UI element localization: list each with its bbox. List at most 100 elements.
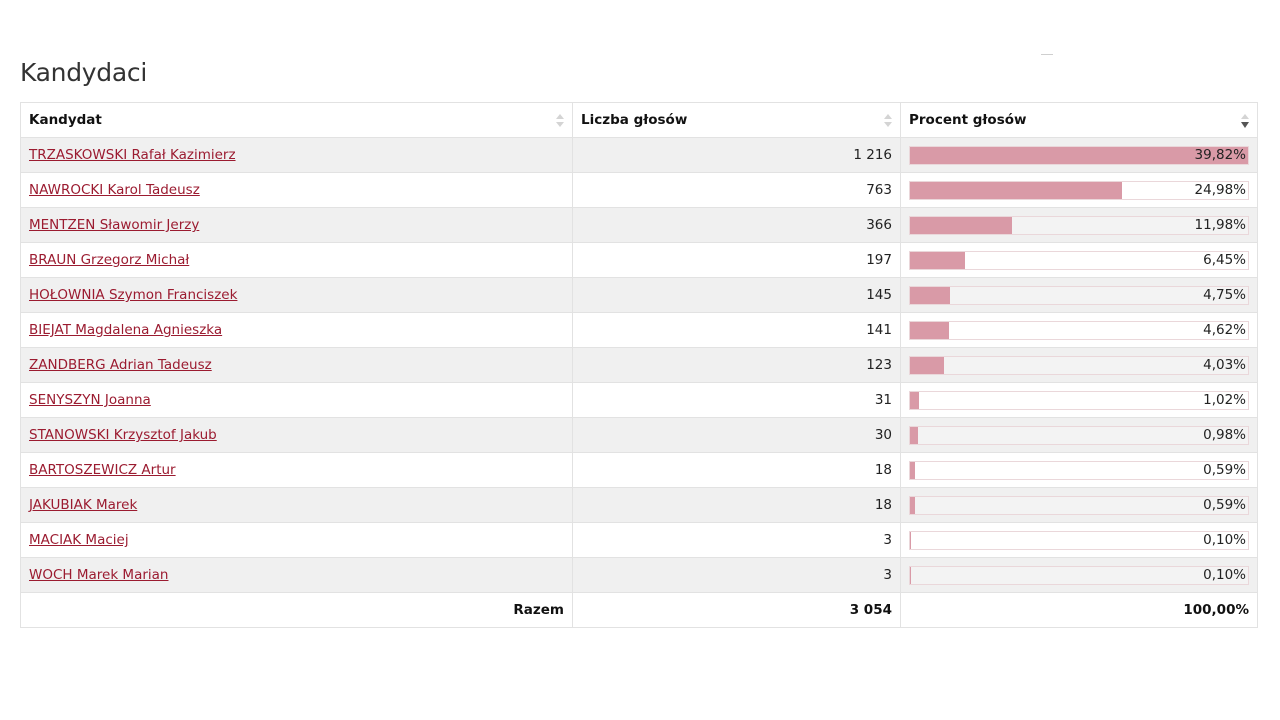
votes-cell: 123 bbox=[572, 347, 901, 383]
votes-cell: 3 bbox=[572, 557, 901, 593]
table-body: TRZASKOWSKI Rafał Kazimierz 1 216 39,82% NA… bbox=[20, 137, 1258, 593]
candidate-link[interactable]: HOŁOWNIA Szymon Franciszek bbox=[29, 287, 238, 303]
candidate-link[interactable]: STANOWSKI Krzysztof Jakub bbox=[29, 427, 217, 443]
candidate-cell: STANOWSKI Krzysztof Jakub bbox=[20, 417, 573, 453]
percent-bar-fill bbox=[910, 251, 965, 269]
percent-bar: 0,10% bbox=[909, 565, 1249, 585]
table-row: SENYSZYN Joanna 31 1,02% bbox=[20, 382, 1258, 418]
candidates-table: Kandydat Liczba głosów Procent głosów TR… bbox=[20, 102, 1258, 628]
sort-icon[interactable] bbox=[556, 114, 564, 128]
sort-icon[interactable] bbox=[884, 114, 892, 128]
percent-cell: 0,59% bbox=[900, 487, 1258, 523]
column-header-label: Procent głosów bbox=[909, 112, 1027, 128]
candidate-link[interactable]: BIEJAT Magdalena Agnieszka bbox=[29, 322, 223, 338]
column-header-percent[interactable]: Procent głosów bbox=[900, 102, 1258, 138]
page-title: Kandydaci bbox=[20, 58, 147, 87]
percent-label: 39,82% bbox=[1194, 146, 1246, 163]
percent-label: 4,03% bbox=[1203, 356, 1246, 373]
table-row: NAWROCKI Karol Tadeusz 763 24,98% bbox=[20, 172, 1258, 208]
table-row: BARTOSZEWICZ Artur 18 0,59% bbox=[20, 452, 1258, 488]
percent-label: 0,59% bbox=[1203, 461, 1246, 478]
column-header-votes[interactable]: Liczba głosów bbox=[572, 102, 901, 138]
percent-label: 0,10% bbox=[1203, 531, 1246, 548]
percent-bar: 11,98% bbox=[909, 215, 1249, 235]
percent-cell: 24,98% bbox=[900, 172, 1258, 208]
percent-label: 1,02% bbox=[1203, 391, 1246, 408]
percent-label: 0,98% bbox=[1203, 426, 1246, 443]
candidate-link[interactable]: WOCH Marek Marian bbox=[29, 567, 169, 583]
percent-bar: 6,45% bbox=[909, 250, 1249, 270]
percent-label: 24,98% bbox=[1194, 181, 1246, 198]
percent-bar-fill bbox=[910, 216, 1012, 234]
candidate-link[interactable]: TRZASKOWSKI Rafał Kazimierz bbox=[29, 147, 236, 163]
votes-cell: 31 bbox=[572, 382, 901, 418]
percent-bar: 0,98% bbox=[909, 425, 1249, 445]
table-row: BIEJAT Magdalena Agnieszka 141 4,62% bbox=[20, 312, 1258, 348]
percent-cell: 39,82% bbox=[900, 137, 1258, 173]
column-header-label: Liczba głosów bbox=[581, 112, 688, 128]
percent-bar: 4,75% bbox=[909, 285, 1249, 305]
percent-label: 0,10% bbox=[1203, 566, 1246, 583]
percent-bar-fill bbox=[910, 356, 945, 374]
percent-bar-fill bbox=[910, 146, 1248, 164]
votes-cell: 1 216 bbox=[572, 137, 901, 173]
candidate-cell: NAWROCKI Karol Tadeusz bbox=[20, 172, 573, 208]
candidate-cell: WOCH Marek Marian bbox=[20, 557, 573, 593]
candidate-cell: JAKUBIAK Marek bbox=[20, 487, 573, 523]
table-row: HOŁOWNIA Szymon Franciszek 145 4,75% bbox=[20, 277, 1258, 313]
percent-cell: 0,98% bbox=[900, 417, 1258, 453]
votes-cell: 763 bbox=[572, 172, 901, 208]
votes-cell: 30 bbox=[572, 417, 901, 453]
votes-cell: 18 bbox=[572, 452, 901, 488]
candidate-cell: TRZASKOWSKI Rafał Kazimierz bbox=[20, 137, 573, 173]
percent-bar: 4,62% bbox=[909, 320, 1249, 340]
table-row: STANOWSKI Krzysztof Jakub 30 0,98% bbox=[20, 417, 1258, 453]
votes-cell: 18 bbox=[572, 487, 901, 523]
total-percent: 100,00% bbox=[900, 592, 1258, 628]
sort-descending-icon[interactable] bbox=[1241, 114, 1249, 128]
percent-bar-fill bbox=[910, 321, 950, 339]
percent-bar-fill bbox=[910, 181, 1123, 199]
table-row: TRZASKOWSKI Rafał Kazimierz 1 216 39,82% bbox=[20, 137, 1258, 173]
candidate-link[interactable]: SENYSZYN Joanna bbox=[29, 392, 151, 408]
percent-bar-fill bbox=[910, 496, 915, 514]
percent-cell: 4,75% bbox=[900, 277, 1258, 313]
candidate-link[interactable]: MACIAK Maciej bbox=[29, 532, 129, 548]
percent-cell: 0,10% bbox=[900, 557, 1258, 593]
percent-cell: 1,02% bbox=[900, 382, 1258, 418]
candidate-link[interactable]: BARTOSZEWICZ Artur bbox=[29, 462, 176, 478]
votes-cell: 141 bbox=[572, 312, 901, 348]
candidate-cell: MACIAK Maciej bbox=[20, 522, 573, 558]
percent-label: 4,75% bbox=[1203, 286, 1246, 303]
table-row: BRAUN Grzegorz Michał 197 6,45% bbox=[20, 242, 1258, 278]
candidate-cell: BRAUN Grzegorz Michał bbox=[20, 242, 573, 278]
candidate-link[interactable]: NAWROCKI Karol Tadeusz bbox=[29, 182, 200, 198]
table-row: MACIAK Maciej 3 0,10% bbox=[20, 522, 1258, 558]
percent-label: 4,62% bbox=[1203, 321, 1246, 338]
table-header-row: Kandydat Liczba głosów Procent głosów bbox=[20, 102, 1258, 138]
candidate-link[interactable]: ZANDBERG Adrian Tadeusz bbox=[29, 357, 212, 373]
votes-cell: 145 bbox=[572, 277, 901, 313]
total-label: Razem bbox=[20, 592, 573, 628]
percent-bar: 24,98% bbox=[909, 180, 1249, 200]
candidate-link[interactable]: BRAUN Grzegorz Michał bbox=[29, 252, 190, 268]
percent-bar: 0,59% bbox=[909, 460, 1249, 480]
table-row: MENTZEN Sławomir Jerzy 366 11,98% bbox=[20, 207, 1258, 243]
candidate-link[interactable]: MENTZEN Sławomir Jerzy bbox=[29, 217, 200, 233]
candidate-cell: BIEJAT Magdalena Agnieszka bbox=[20, 312, 573, 348]
candidate-link[interactable]: JAKUBIAK Marek bbox=[29, 497, 138, 513]
percent-label: 0,59% bbox=[1203, 496, 1246, 513]
percent-bar-fill bbox=[910, 391, 919, 409]
total-row: Razem 3 054 100,00% bbox=[20, 592, 1258, 628]
percent-bar: 1,02% bbox=[909, 390, 1249, 410]
column-header-candidate[interactable]: Kandydat bbox=[20, 102, 573, 138]
table-row: JAKUBIAK Marek 18 0,59% bbox=[20, 487, 1258, 523]
percent-cell: 0,10% bbox=[900, 522, 1258, 558]
percent-bar: 39,82% bbox=[909, 145, 1249, 165]
percent-bar-fill bbox=[910, 461, 915, 479]
percent-bar: 4,03% bbox=[909, 355, 1249, 375]
percent-cell: 4,62% bbox=[900, 312, 1258, 348]
candidate-cell: MENTZEN Sławomir Jerzy bbox=[20, 207, 573, 243]
votes-cell: 197 bbox=[572, 242, 901, 278]
